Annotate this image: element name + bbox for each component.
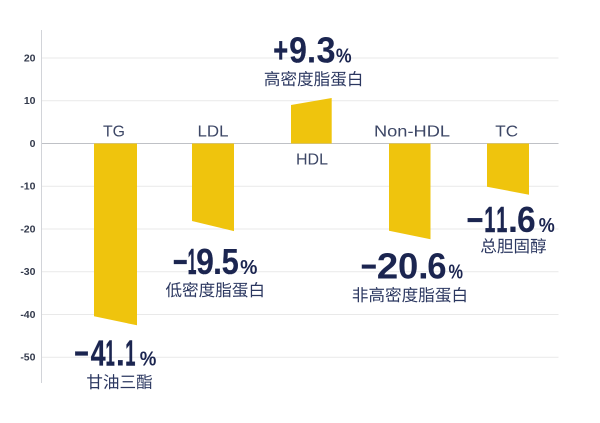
svg-text:20: 20 bbox=[24, 52, 36, 64]
svg-text:2: 2 bbox=[377, 245, 399, 286]
svg-text:%: % bbox=[539, 215, 555, 237]
svg-text:5: 5 bbox=[222, 241, 239, 282]
svg-text:.: . bbox=[116, 333, 125, 374]
svg-text:4: 4 bbox=[91, 333, 106, 374]
svg-text:1: 1 bbox=[496, 199, 507, 240]
svg-text:-40: -40 bbox=[20, 309, 35, 321]
svg-text:−: − bbox=[466, 199, 483, 240]
svg-text:HDL: HDL bbox=[296, 152, 328, 169]
svg-text:−: − bbox=[173, 241, 188, 282]
svg-text:1: 1 bbox=[484, 199, 495, 240]
svg-text:.: . bbox=[213, 241, 222, 282]
svg-text:10: 10 bbox=[24, 95, 36, 107]
svg-text:TG: TG bbox=[103, 123, 125, 140]
svg-text:.: . bbox=[418, 245, 429, 286]
svg-text:9: 9 bbox=[289, 29, 307, 70]
svg-text:%: % bbox=[140, 349, 157, 371]
svg-text:.: . bbox=[307, 29, 316, 70]
svg-text:-50: -50 bbox=[20, 352, 35, 364]
svg-text:LDL: LDL bbox=[198, 123, 229, 140]
svg-text:-30: -30 bbox=[20, 266, 35, 278]
svg-text:0: 0 bbox=[30, 138, 36, 150]
svg-text:0: 0 bbox=[398, 245, 418, 286]
svg-text:Non-HDL: Non-HDL bbox=[374, 123, 450, 140]
svg-text:%: % bbox=[240, 257, 257, 279]
svg-text:-20: -20 bbox=[20, 223, 35, 235]
svg-text:%: % bbox=[336, 45, 352, 67]
svg-text:6: 6 bbox=[517, 199, 536, 240]
svg-text:%: % bbox=[449, 261, 464, 283]
svg-text:9: 9 bbox=[196, 241, 214, 282]
svg-text:1: 1 bbox=[106, 333, 115, 374]
svg-text:6: 6 bbox=[427, 245, 446, 286]
svg-text:TC: TC bbox=[495, 123, 518, 140]
svg-text:−: − bbox=[361, 245, 377, 286]
svg-text:1: 1 bbox=[188, 241, 197, 282]
svg-text:-10: -10 bbox=[20, 181, 35, 193]
svg-text:+: + bbox=[273, 29, 288, 70]
svg-text:1: 1 bbox=[125, 333, 135, 374]
svg-text:.: . bbox=[508, 199, 518, 240]
svg-text:−: − bbox=[74, 333, 89, 374]
svg-text:3: 3 bbox=[317, 29, 336, 70]
